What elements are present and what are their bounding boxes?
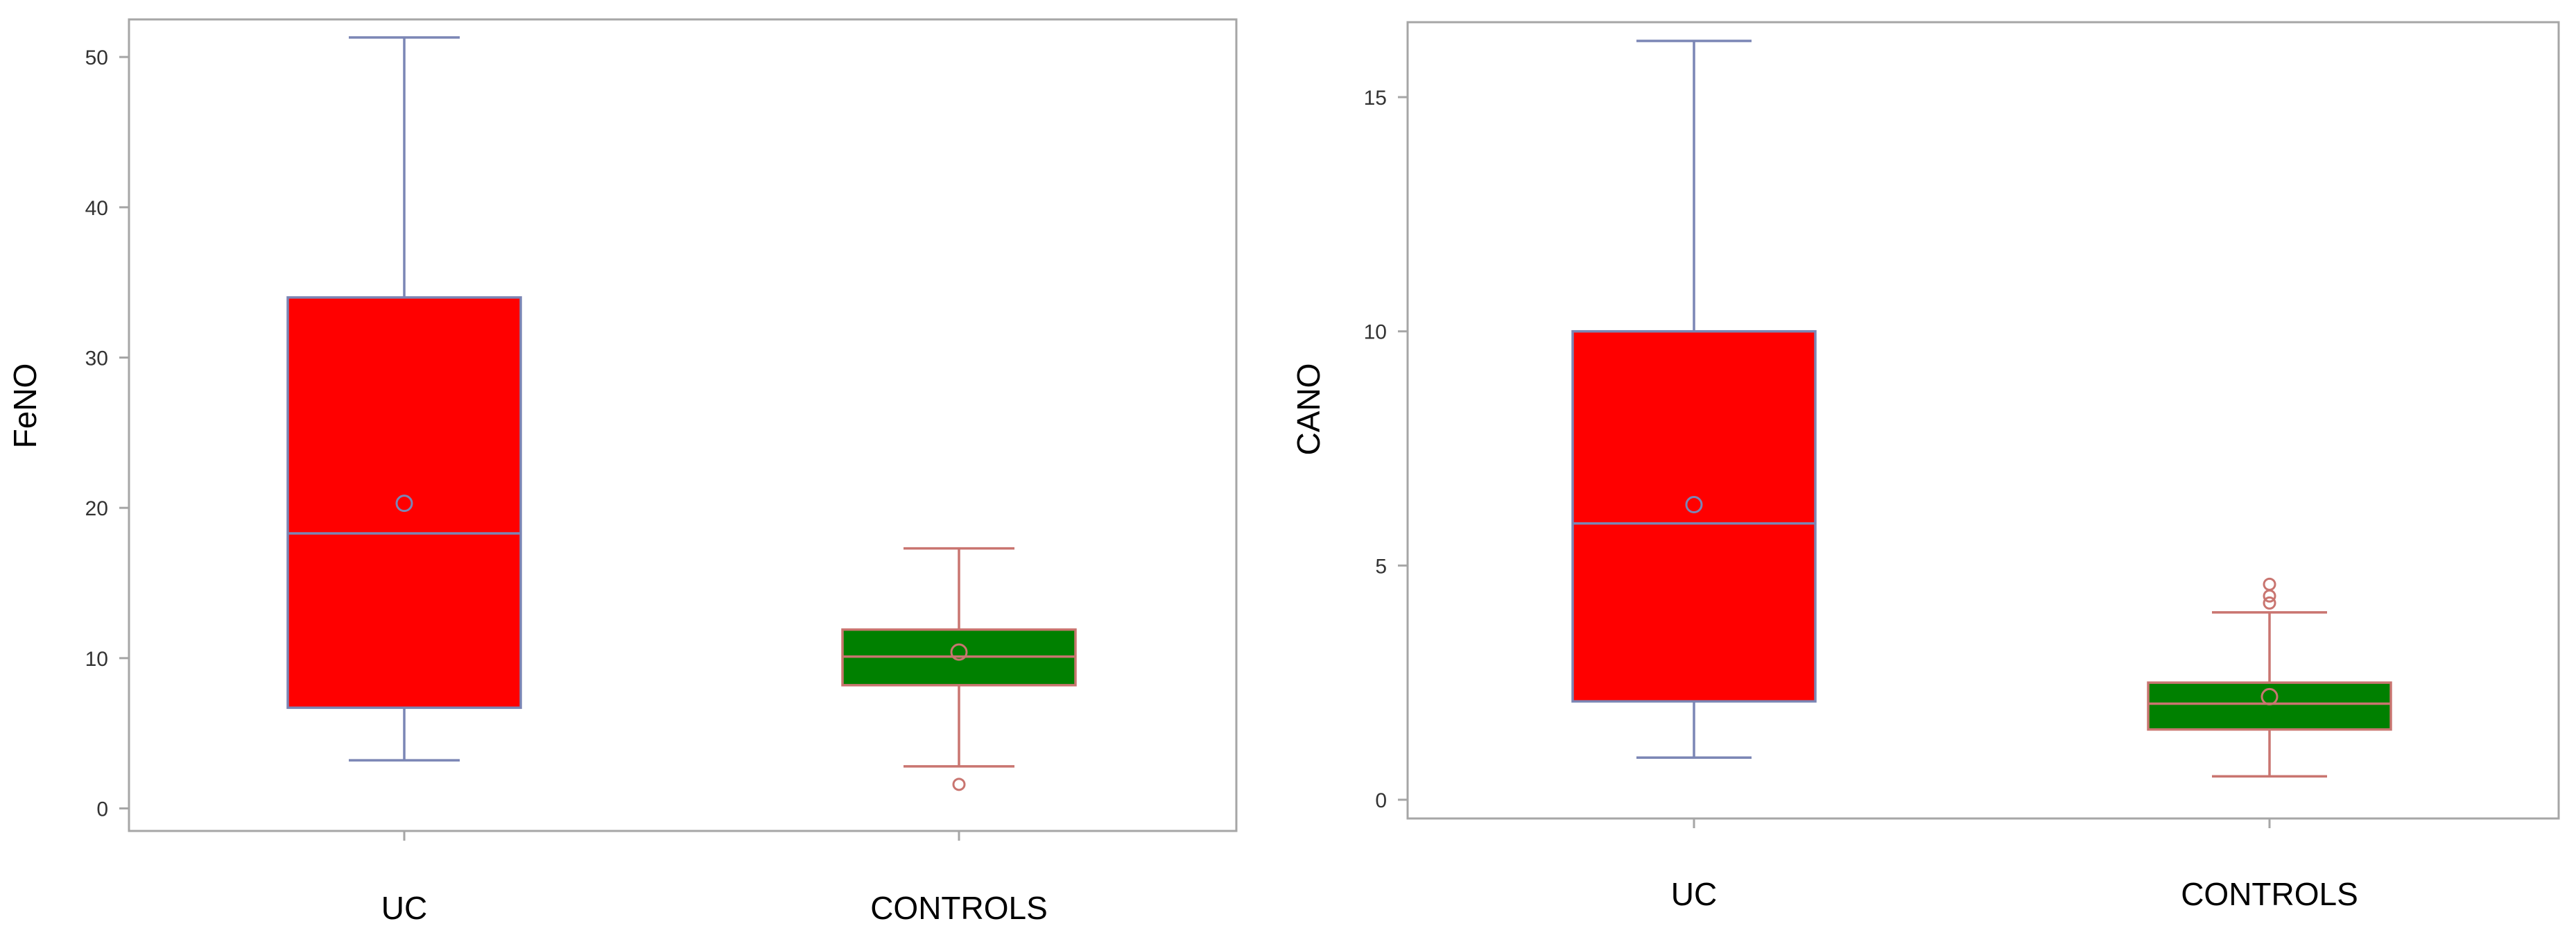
box-uc xyxy=(1571,40,1817,759)
chart-panel-feno: 0 10 20 30 40 50 UC CONTROLS FeNO xyxy=(7,18,1238,926)
y-tick-label: 10 xyxy=(85,648,108,671)
outlier-point xyxy=(2263,589,2276,603)
y-axis-title: FeNO xyxy=(7,363,43,449)
chart-panel-cano: 0 5 10 15 UC CONTROLS CANO xyxy=(1290,21,2560,912)
plot-frame xyxy=(128,18,1238,832)
mean-marker xyxy=(950,643,968,661)
box-iqr xyxy=(2147,681,2392,731)
mean-marker xyxy=(2261,687,2279,705)
x-category-label: UC xyxy=(1671,876,1717,912)
y-tick-label: 30 xyxy=(85,348,108,370)
y-tick-label: 15 xyxy=(1364,87,1387,110)
y-tick-label: 40 xyxy=(85,197,108,220)
y-tick-label: 0 xyxy=(1375,789,1387,812)
x-category-label: CONTROLS xyxy=(2181,876,2358,912)
mean-marker xyxy=(1685,496,1703,514)
y-tick-label: 10 xyxy=(1364,321,1387,344)
outlier-point xyxy=(952,778,966,791)
box-iqr xyxy=(1571,329,1817,703)
x-category-label: CONTROLS xyxy=(870,890,1048,926)
outlier-point xyxy=(2263,596,2276,610)
y-tick-label: 0 xyxy=(96,798,108,821)
y-tick-label: 20 xyxy=(85,497,108,520)
box-controls xyxy=(2147,577,2392,778)
box-controls xyxy=(841,547,1077,791)
y-tick-label: 50 xyxy=(85,46,108,69)
box-uc xyxy=(286,36,522,762)
outlier-point xyxy=(2263,577,2276,591)
y-axis-title: CANO xyxy=(1290,363,1326,456)
plot-frame xyxy=(1406,21,2560,820)
x-category-label: UC xyxy=(381,890,427,926)
y-tick-label: 5 xyxy=(1375,555,1387,578)
box-iqr xyxy=(286,296,522,710)
mean-marker xyxy=(395,495,413,513)
